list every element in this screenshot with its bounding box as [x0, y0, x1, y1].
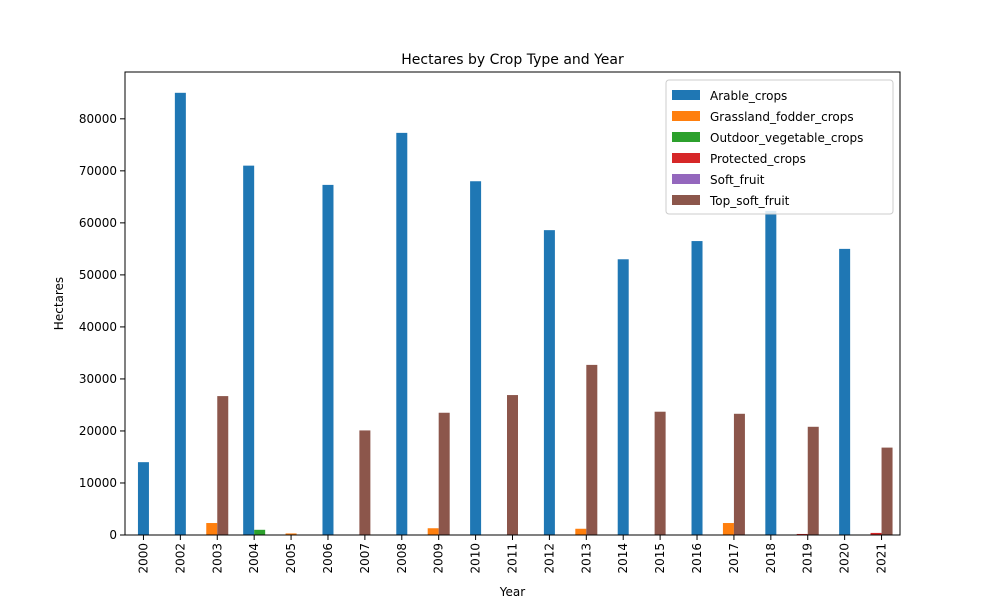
legend-box	[665, 79, 894, 215]
legend-swatch-grassland-fodder-crops	[672, 111, 700, 121]
bar-top-soft-fruit-2007	[359, 430, 371, 535]
x-tick-label: 2004	[247, 543, 261, 574]
x-tick-label: 2015	[653, 543, 667, 574]
legend-label-soft-fruit: Soft_fruit	[710, 173, 765, 187]
x-tick-label: 2008	[395, 543, 409, 574]
bar-arable-crops-2002	[174, 92, 186, 535]
legend-swatch-protected-crops	[672, 153, 700, 163]
bar-arable-crops-2020	[839, 248, 851, 535]
x-tick-label: 2003	[210, 543, 224, 574]
bar-grassland-fodder-crops-2009	[427, 528, 439, 535]
x-tick-label: 2002	[173, 543, 187, 574]
y-tick-label: 70000	[79, 164, 117, 178]
bar-arable-crops-2016	[691, 241, 703, 535]
bar-arable-crops-2010	[470, 181, 482, 535]
legend-swatch-top-soft-fruit	[672, 195, 700, 205]
legend-label-protected-crops: Protected_crops	[710, 152, 806, 166]
legend-label-grassland-fodder-crops: Grassland_fodder_crops	[710, 110, 854, 124]
bar-grassland-fodder-crops-2017	[722, 523, 734, 535]
x-tick-label: 2009	[432, 543, 446, 574]
legend-swatch-soft-fruit	[672, 174, 700, 184]
legend-label-top-soft-fruit: Top_soft_fruit	[709, 194, 790, 208]
x-tick-label: 2007	[358, 543, 372, 574]
legend-swatch-arable-crops	[672, 90, 700, 100]
bar-top-soft-fruit-2015	[654, 411, 666, 535]
y-tick-label: 20000	[79, 424, 117, 438]
bar-arable-crops-2018	[765, 210, 777, 535]
x-tick-label: 2011	[506, 543, 520, 574]
bar-grassland-fodder-crops-2013	[575, 528, 587, 535]
bar-top-soft-fruit-2017	[733, 413, 745, 535]
bar-arable-crops-2014	[617, 259, 629, 535]
bar-arable-crops-2004	[243, 165, 255, 535]
bar-top-soft-fruit-2009	[438, 412, 450, 535]
x-tick-label: 2006	[321, 543, 335, 574]
x-axis: 2000 2002 2003 2004 2005 2006 2007 2008 2009 2010…	[136, 535, 889, 574]
y-axis: 0 10000 20000 30000 40000 50000 60000 70000 8000…	[79, 112, 125, 542]
bar-top-soft-fruit-2019	[807, 426, 819, 535]
bars-layer	[137, 92, 893, 535]
legend-label-outdoor-vegetable-crops: Outdoor_vegetable_crops	[710, 131, 863, 145]
bar-top-soft-fruit-2011	[507, 395, 518, 535]
bar-arable-crops-2008	[396, 132, 408, 535]
bar-protected-crops-2021	[870, 532, 882, 535]
bar-protected-crops-2019	[796, 533, 808, 535]
legend: Arable_crops Grassland_fodder_crops Outdoo…	[665, 79, 894, 215]
x-tick-label: 2017	[727, 543, 741, 574]
x-tick-label: 2010	[469, 543, 483, 574]
x-tick-label: 2013	[579, 543, 593, 574]
x-tick-label: 2012	[542, 543, 556, 574]
bar-arable-crops-2000	[137, 462, 149, 535]
bar-top-soft-fruit-2013	[586, 364, 598, 535]
x-tick-label: 2016	[690, 543, 704, 574]
x-axis-title: Year	[499, 585, 525, 599]
y-tick-label: 40000	[79, 320, 117, 334]
x-tick-label: 2018	[764, 543, 778, 574]
x-tick-label: 2020	[838, 543, 852, 574]
y-tick-label: 10000	[79, 476, 117, 490]
x-tick-label: 2021	[875, 543, 889, 574]
chart-title: Hectares by Crop Type and Year	[401, 52, 624, 68]
y-tick-label: 50000	[79, 268, 117, 282]
x-tick-label: 2005	[284, 543, 298, 574]
x-tick-label: 2014	[616, 543, 630, 574]
legend-swatch-outdoor-vegetable-crops	[672, 132, 700, 142]
x-tick-label: 2019	[801, 543, 815, 574]
y-tick-label: 0	[109, 528, 117, 542]
legend-label-arable-crops: Arable_crops	[710, 89, 787, 103]
y-tick-label: 30000	[79, 372, 117, 386]
bar-arable-crops-2006	[322, 184, 334, 535]
bar-arable-crops-2012	[543, 230, 555, 535]
bar-grassland-fodder-crops-2005	[285, 533, 297, 535]
y-axis-title: Hectares	[52, 277, 66, 330]
y-tick-label: 60000	[79, 216, 117, 230]
bar-outdoor-vegetable-crops-2004	[254, 529, 266, 535]
y-tick-label: 80000	[79, 112, 117, 126]
x-tick-label: 2000	[136, 543, 150, 574]
bar-top-soft-fruit-2003	[217, 396, 229, 535]
bar-top-soft-fruit-2021	[881, 447, 893, 535]
bar-grassland-fodder-crops-2003	[206, 523, 218, 535]
